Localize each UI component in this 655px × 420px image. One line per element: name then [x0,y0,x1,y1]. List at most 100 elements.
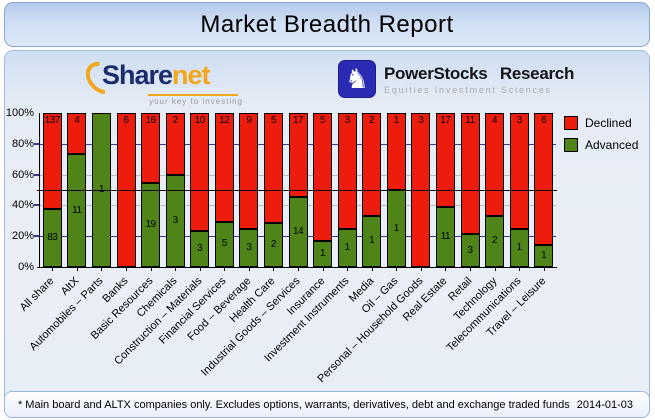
declined-count: 1 [393,115,400,126]
bar-real-estate: 17 11 [435,113,455,267]
advanced-count: 3 [172,214,179,226]
legend-swatch-advanced [564,138,578,152]
y-axis-label: 0% [18,261,34,273]
legend-label-advanced: Advanced [585,138,639,152]
advanced-segment: 2 [263,223,283,267]
y-axis-label: 40% [11,199,34,212]
legend-item-declined: Declined [564,116,632,130]
x-axis-tick [151,268,152,271]
bar-altx: 4 11 [67,113,87,267]
page-title: Market Breadth Report [200,10,454,38]
declined-count: 10 [194,115,206,126]
legend-label-declined: Declined [585,116,632,130]
advanced-count: 83 [47,231,58,243]
declined-count: 6 [123,115,129,126]
knight-icon: ♞ [338,60,376,98]
legend-swatch-declined [564,116,578,130]
advanced-count: 1 [541,250,547,261]
y-axis-label: 20% [11,230,34,243]
x-axis-tick [298,268,299,271]
x-axis-tick [421,268,422,271]
sharenet-underline [148,94,238,96]
advanced-count: 19 [145,219,157,231]
declined-count: 2 [369,115,375,126]
declined-segment: 3 [509,113,529,229]
declined-segment: 9 [239,113,259,229]
x-axis-tick [52,268,53,271]
declined-count: 11 [465,115,475,126]
legend-item-advanced: Advanced [564,138,638,152]
x-axis-tick [347,268,348,271]
sharenet-word-net: net [172,60,210,90]
declined-count: 5 [320,115,326,126]
advanced-count: 3 [246,241,252,253]
declined-segment: 10 [190,113,210,232]
declined-count: 16 [145,115,157,126]
advanced-segment: 1 [534,245,554,267]
advanced-count: 11 [72,204,82,216]
title-bar: Market Breadth Report [4,2,650,47]
x-axis-tick [224,268,225,271]
declined-count: 2 [172,115,179,126]
declined-segment: 17 [288,113,308,198]
bar-retail: 11 3 [460,113,480,267]
advanced-count: 1 [99,185,105,195]
y-axis-tick [34,235,39,238]
advanced-segment: 3 [460,234,480,267]
declined-count: 3 [418,115,424,126]
declined-segment: 6 [534,113,554,245]
x-axis-tick [249,268,250,271]
bar-all-share: 137 83 [42,113,62,267]
declined-segment: 4 [67,113,87,155]
declined-count: 137 [44,115,61,126]
sharenet-wordmark: Sharenet [102,60,211,91]
advanced-count: 3 [197,243,203,255]
powerstocks-tagline: Equities Investment Sciences [384,84,552,95]
advanced-count: 11 [440,230,451,242]
advanced-count: 2 [492,235,498,247]
advanced-count: 1 [344,241,351,253]
declined-segment: 4 [485,113,505,216]
declined-segment: 12 [214,113,234,222]
advanced-segment: 11 [67,154,87,267]
sharenet-tagline: your key to investing [149,97,243,106]
reference-line-50pct [37,190,557,191]
declined-segment: 1 [386,113,406,190]
declined-count: 4 [74,115,80,126]
declined-count: 3 [516,115,523,126]
advanced-count: 1 [320,248,326,260]
declined-count: 17 [440,115,451,126]
declined-segment: 3 [337,113,357,229]
footnote: * Main board and ALTX companies only. Ex… [17,398,570,411]
footnote-bar: * Main board and ALTX companies only. Ex… [4,391,650,418]
advanced-segment: 19 [141,183,161,267]
x-axis-tick [544,268,545,271]
declined-segment: 2 [165,113,185,175]
declined-segment: 5 [263,113,283,223]
sharenet-word-share: Share [102,60,173,90]
x-axis-tick [101,268,102,271]
sharenet-logo: Sharenet your key to investing [79,55,253,106]
advanced-segment: 5 [214,221,234,267]
advanced-segment: 3 [165,174,185,267]
advanced-segment: 3 [190,231,210,267]
advanced-segment: 1 [386,190,406,267]
declined-segment: 11 [460,113,480,234]
advanced-segment: 1 [313,241,333,267]
y-axis-tick [34,142,39,145]
y-axis-label: 80% [11,137,34,150]
declined-segment: 17 [435,113,455,207]
declined-segment: 5 [313,113,333,242]
declined-count: 3 [344,115,351,126]
declined-count: 5 [270,115,277,126]
y-axis-label: 60% [11,168,34,181]
x-axis-tick [372,268,373,271]
